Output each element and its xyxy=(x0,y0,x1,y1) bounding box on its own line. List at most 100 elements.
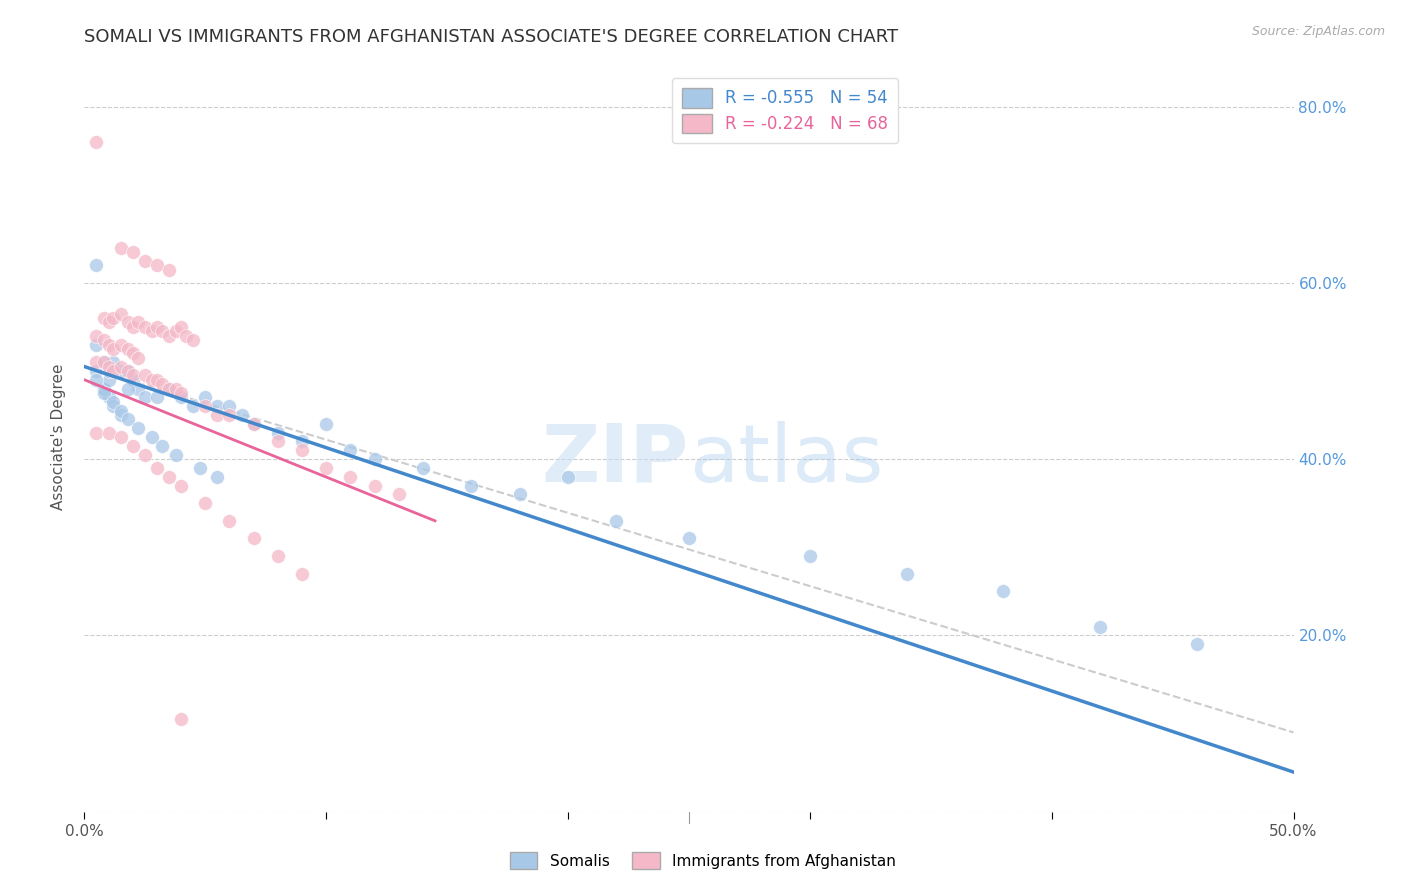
Point xyxy=(157,328,180,343)
Point xyxy=(339,443,361,458)
Point xyxy=(181,333,204,347)
Point xyxy=(231,408,253,422)
Point xyxy=(134,391,156,405)
Point xyxy=(103,364,125,378)
Point xyxy=(170,391,193,405)
Point xyxy=(194,391,217,405)
Point xyxy=(93,382,115,396)
Point xyxy=(146,391,169,405)
Point xyxy=(93,355,115,369)
Point xyxy=(121,439,143,453)
Point xyxy=(170,386,193,401)
Point xyxy=(86,425,108,440)
Point xyxy=(127,421,149,435)
Point xyxy=(157,469,180,483)
Point xyxy=(194,496,217,510)
Point xyxy=(127,382,149,396)
Point xyxy=(150,377,173,392)
Point xyxy=(117,342,139,356)
Point xyxy=(412,461,434,475)
Point xyxy=(110,307,132,321)
Point xyxy=(150,324,173,338)
Point xyxy=(146,258,169,272)
Point xyxy=(207,469,229,483)
Text: SOMALI VS IMMIGRANTS FROM AFGHANISTAN ASSOCIATE'S DEGREE CORRELATION CHART: SOMALI VS IMMIGRANTS FROM AFGHANISTAN AS… xyxy=(84,28,898,45)
Point xyxy=(315,461,337,475)
Point xyxy=(605,514,627,528)
Point xyxy=(121,368,143,383)
Point xyxy=(388,487,411,501)
Point xyxy=(93,382,115,396)
Point xyxy=(181,399,204,413)
Text: ZIP: ZIP xyxy=(541,420,689,499)
Point xyxy=(267,425,290,440)
Point xyxy=(110,241,132,255)
Point xyxy=(97,337,120,351)
Point xyxy=(103,394,125,409)
Point xyxy=(218,399,240,413)
Point xyxy=(117,412,139,426)
Point xyxy=(117,364,139,378)
Point xyxy=(86,364,108,378)
Point xyxy=(146,461,169,475)
Point xyxy=(134,319,156,334)
Point xyxy=(165,382,187,396)
Point xyxy=(799,549,821,563)
Point xyxy=(103,355,125,369)
Point xyxy=(363,452,385,467)
Text: atlas: atlas xyxy=(689,420,883,499)
Point xyxy=(218,514,240,528)
Point xyxy=(117,364,139,378)
Point xyxy=(157,262,180,277)
Point xyxy=(103,399,125,413)
Point xyxy=(170,712,193,726)
Point xyxy=(97,316,120,330)
Point xyxy=(103,342,125,356)
Point xyxy=(165,324,187,338)
Point xyxy=(93,333,115,347)
Point xyxy=(97,359,120,374)
Point xyxy=(110,408,132,422)
Point xyxy=(97,425,120,440)
Point xyxy=(242,417,264,431)
Point xyxy=(86,355,108,369)
Point xyxy=(134,368,156,383)
Point xyxy=(103,311,125,326)
Point xyxy=(86,258,108,272)
Point xyxy=(134,253,156,268)
Point xyxy=(194,399,217,413)
Point xyxy=(97,364,120,378)
Point xyxy=(157,382,180,396)
Point xyxy=(1088,619,1111,633)
Point xyxy=(146,319,169,334)
Point xyxy=(170,478,193,492)
Point xyxy=(110,359,132,374)
Point xyxy=(141,373,163,387)
Point xyxy=(86,135,108,149)
Point xyxy=(339,469,361,483)
Point xyxy=(363,478,385,492)
Point xyxy=(267,434,290,449)
Point xyxy=(242,532,264,546)
Point xyxy=(93,311,115,326)
Point xyxy=(117,316,139,330)
Point xyxy=(291,566,314,581)
Point xyxy=(110,430,132,444)
Point xyxy=(678,532,700,546)
Point xyxy=(86,328,108,343)
Point xyxy=(121,319,143,334)
Point xyxy=(93,355,115,369)
Point xyxy=(291,434,314,449)
Point xyxy=(134,448,156,462)
Point xyxy=(267,549,290,563)
Point xyxy=(291,443,314,458)
Point xyxy=(86,337,108,351)
Point xyxy=(509,487,531,501)
Point xyxy=(110,337,132,351)
Point xyxy=(141,324,163,338)
Point xyxy=(242,417,264,431)
Point xyxy=(207,408,229,422)
Point xyxy=(141,430,163,444)
Point xyxy=(157,382,180,396)
Point xyxy=(1185,637,1208,651)
